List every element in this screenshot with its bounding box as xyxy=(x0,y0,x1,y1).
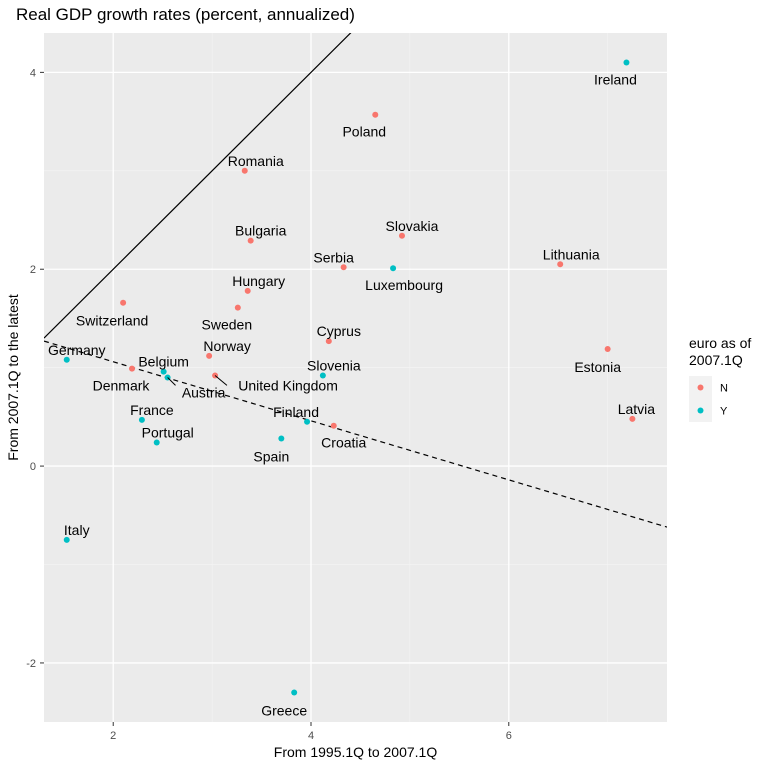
point-slovenia xyxy=(319,372,326,379)
label-serbia: Serbia xyxy=(313,249,354,265)
label-luxembourg: Luxembourg xyxy=(365,277,443,293)
point-switzerland xyxy=(120,299,127,306)
label-lithuania: Lithuania xyxy=(543,246,600,262)
x-tick-label: 2 xyxy=(110,730,116,742)
label-portugal: Portugal xyxy=(142,424,194,440)
legend-label: N xyxy=(720,383,728,395)
legend-title: 2007.1Q xyxy=(689,352,743,368)
major-gridlines xyxy=(44,33,667,722)
point-france xyxy=(138,416,145,423)
legend-key-Y xyxy=(697,407,704,414)
label-italy: Italy xyxy=(64,522,90,538)
label-poland: Poland xyxy=(342,124,386,140)
label-finland: Finland xyxy=(273,404,319,420)
label-germany: Germany xyxy=(48,342,106,358)
leader-line xyxy=(214,375,228,386)
point-latvia xyxy=(629,415,636,422)
label-austria: Austria xyxy=(182,385,226,401)
label-united-kingdom: United Kingdom xyxy=(238,378,338,394)
point-romania xyxy=(241,167,248,174)
point-germany xyxy=(63,356,70,363)
point-spain xyxy=(278,435,285,442)
y-tick-label: 4 xyxy=(30,67,36,79)
legend-label: Y xyxy=(720,406,728,418)
point-greece xyxy=(291,689,298,696)
chart-title: Real GDP growth rates (percent, annualiz… xyxy=(16,5,355,24)
y-tick-label: -2 xyxy=(26,658,36,670)
point-sweden xyxy=(234,304,241,311)
y-tick-label: 2 xyxy=(30,264,36,276)
y-axis-title: From 2007.1Q to the latest xyxy=(5,294,21,461)
label-switzerland: Switzerland xyxy=(76,313,148,329)
point-bulgaria xyxy=(247,237,254,244)
label-france: France xyxy=(130,402,174,418)
label-spain: Spain xyxy=(253,449,289,465)
label-norway: Norway xyxy=(203,338,250,354)
point-estonia xyxy=(604,345,611,352)
x-axis-title: From 1995.1Q to 2007.1Q xyxy=(274,744,438,760)
point-labels: Poland Romania Slovakia Bulgaria Serbia Lithu… xyxy=(48,72,655,719)
y-axis: -2 0 2 4 xyxy=(26,67,44,670)
point-hungary xyxy=(244,287,251,294)
plot-panel xyxy=(44,33,667,722)
point-ireland xyxy=(623,59,630,66)
label-latvia: Latvia xyxy=(618,401,656,417)
point-lithuania xyxy=(557,261,564,268)
label-hungary: Hungary xyxy=(232,273,285,289)
label-greece: Greece xyxy=(261,702,307,718)
point-finland xyxy=(304,418,311,425)
label-slovenia: Slovenia xyxy=(307,358,361,374)
point-portugal xyxy=(153,439,160,446)
legend-key-N xyxy=(697,384,704,391)
label-croatia: Croatia xyxy=(321,435,366,451)
label-slovakia: Slovakia xyxy=(386,218,439,234)
leader-line xyxy=(167,377,176,386)
point-croatia xyxy=(330,422,337,429)
label-sweden: Sweden xyxy=(202,317,253,333)
reference-line-dashed xyxy=(44,340,667,528)
label-estonia: Estonia xyxy=(574,359,621,375)
point-italy xyxy=(63,536,70,543)
point-cyprus xyxy=(325,338,332,345)
y-tick-label: 0 xyxy=(30,461,36,473)
x-axis: 2 4 6 xyxy=(110,722,512,742)
label-romania: Romania xyxy=(228,153,284,169)
point-luxembourg xyxy=(390,265,397,272)
point-belgium xyxy=(160,368,167,375)
point-denmark xyxy=(129,365,136,372)
point-poland xyxy=(372,111,379,118)
point-serbia xyxy=(340,264,347,271)
minor-gridlines xyxy=(44,33,667,722)
reference-lines xyxy=(44,33,667,528)
data-points xyxy=(63,59,636,696)
label-cyprus: Cyprus xyxy=(317,323,361,339)
label-belgium: Belgium xyxy=(138,354,189,370)
x-tick-label: 4 xyxy=(308,730,314,742)
label-ireland: Ireland xyxy=(594,72,637,88)
reference-line-solid xyxy=(44,33,352,339)
label-bulgaria: Bulgaria xyxy=(235,223,287,239)
x-tick-label: 6 xyxy=(506,730,512,742)
label-denmark: Denmark xyxy=(93,378,151,394)
legend-title: euro as of xyxy=(689,335,751,351)
point-norway xyxy=(206,352,213,359)
point-slovakia xyxy=(398,232,405,239)
